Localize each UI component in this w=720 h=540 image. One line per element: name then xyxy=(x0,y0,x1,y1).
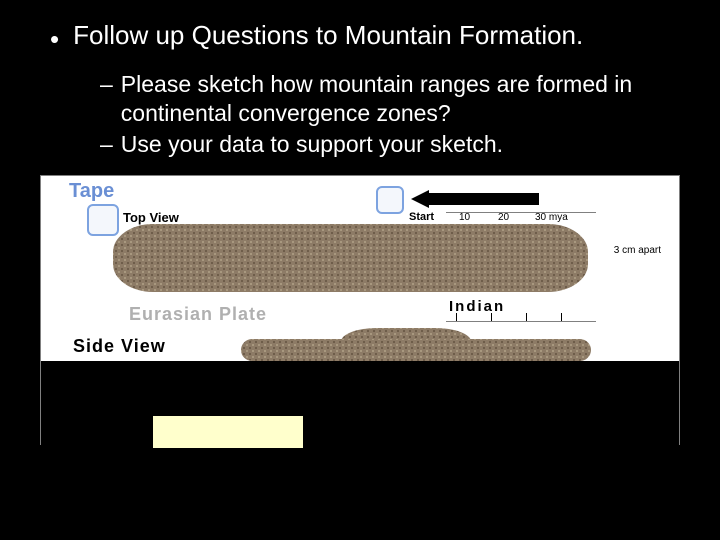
indian-label: Indian xyxy=(449,298,505,315)
dash-icon: – xyxy=(100,130,113,159)
highlight-box-2 xyxy=(376,186,404,214)
apart-label: 3 cm apart xyxy=(614,244,661,257)
plate-side-view xyxy=(241,339,591,361)
arrow-left-icon xyxy=(411,190,541,208)
start-label: Start xyxy=(409,211,434,223)
bullet-dot: • xyxy=(50,24,59,55)
sub-bullet-2-text: Use your data to support your sketch. xyxy=(121,130,503,159)
diagram: Tape Top View Eurasian Plate Indian Side… xyxy=(40,175,680,445)
top-view-label: Top View xyxy=(123,210,179,225)
plate-top-view xyxy=(113,224,588,292)
tick-30-label: 30 mya xyxy=(535,212,568,223)
side-view-label: Side View xyxy=(73,336,166,357)
bottom-cover xyxy=(41,361,679,446)
sub-bullet-1-text: Please sketch how mountain ranges are fo… xyxy=(121,70,660,128)
highlight-box-1 xyxy=(87,204,119,236)
tick-20-label: 20 xyxy=(498,212,509,223)
yellow-note xyxy=(153,416,303,448)
tape-label: Tape xyxy=(69,180,114,203)
tick-10-label: 10 xyxy=(459,212,470,223)
eurasian-plate-label: Eurasian Plate xyxy=(129,304,267,325)
dash-icon: – xyxy=(100,70,113,128)
sub-bullet-2: – Use your data to support your sketch. xyxy=(100,130,660,159)
sub-bullet-1: – Please sketch how mountain ranges are … xyxy=(100,70,660,128)
slide: • Follow up Questions to Mountain Format… xyxy=(0,0,720,540)
main-bullet-row: • Follow up Questions to Mountain Format… xyxy=(0,20,720,65)
main-bullet-text: Follow up Questions to Mountain Formatio… xyxy=(73,20,583,51)
sub-bullets: – Please sketch how mountain ranges are … xyxy=(0,65,720,170)
